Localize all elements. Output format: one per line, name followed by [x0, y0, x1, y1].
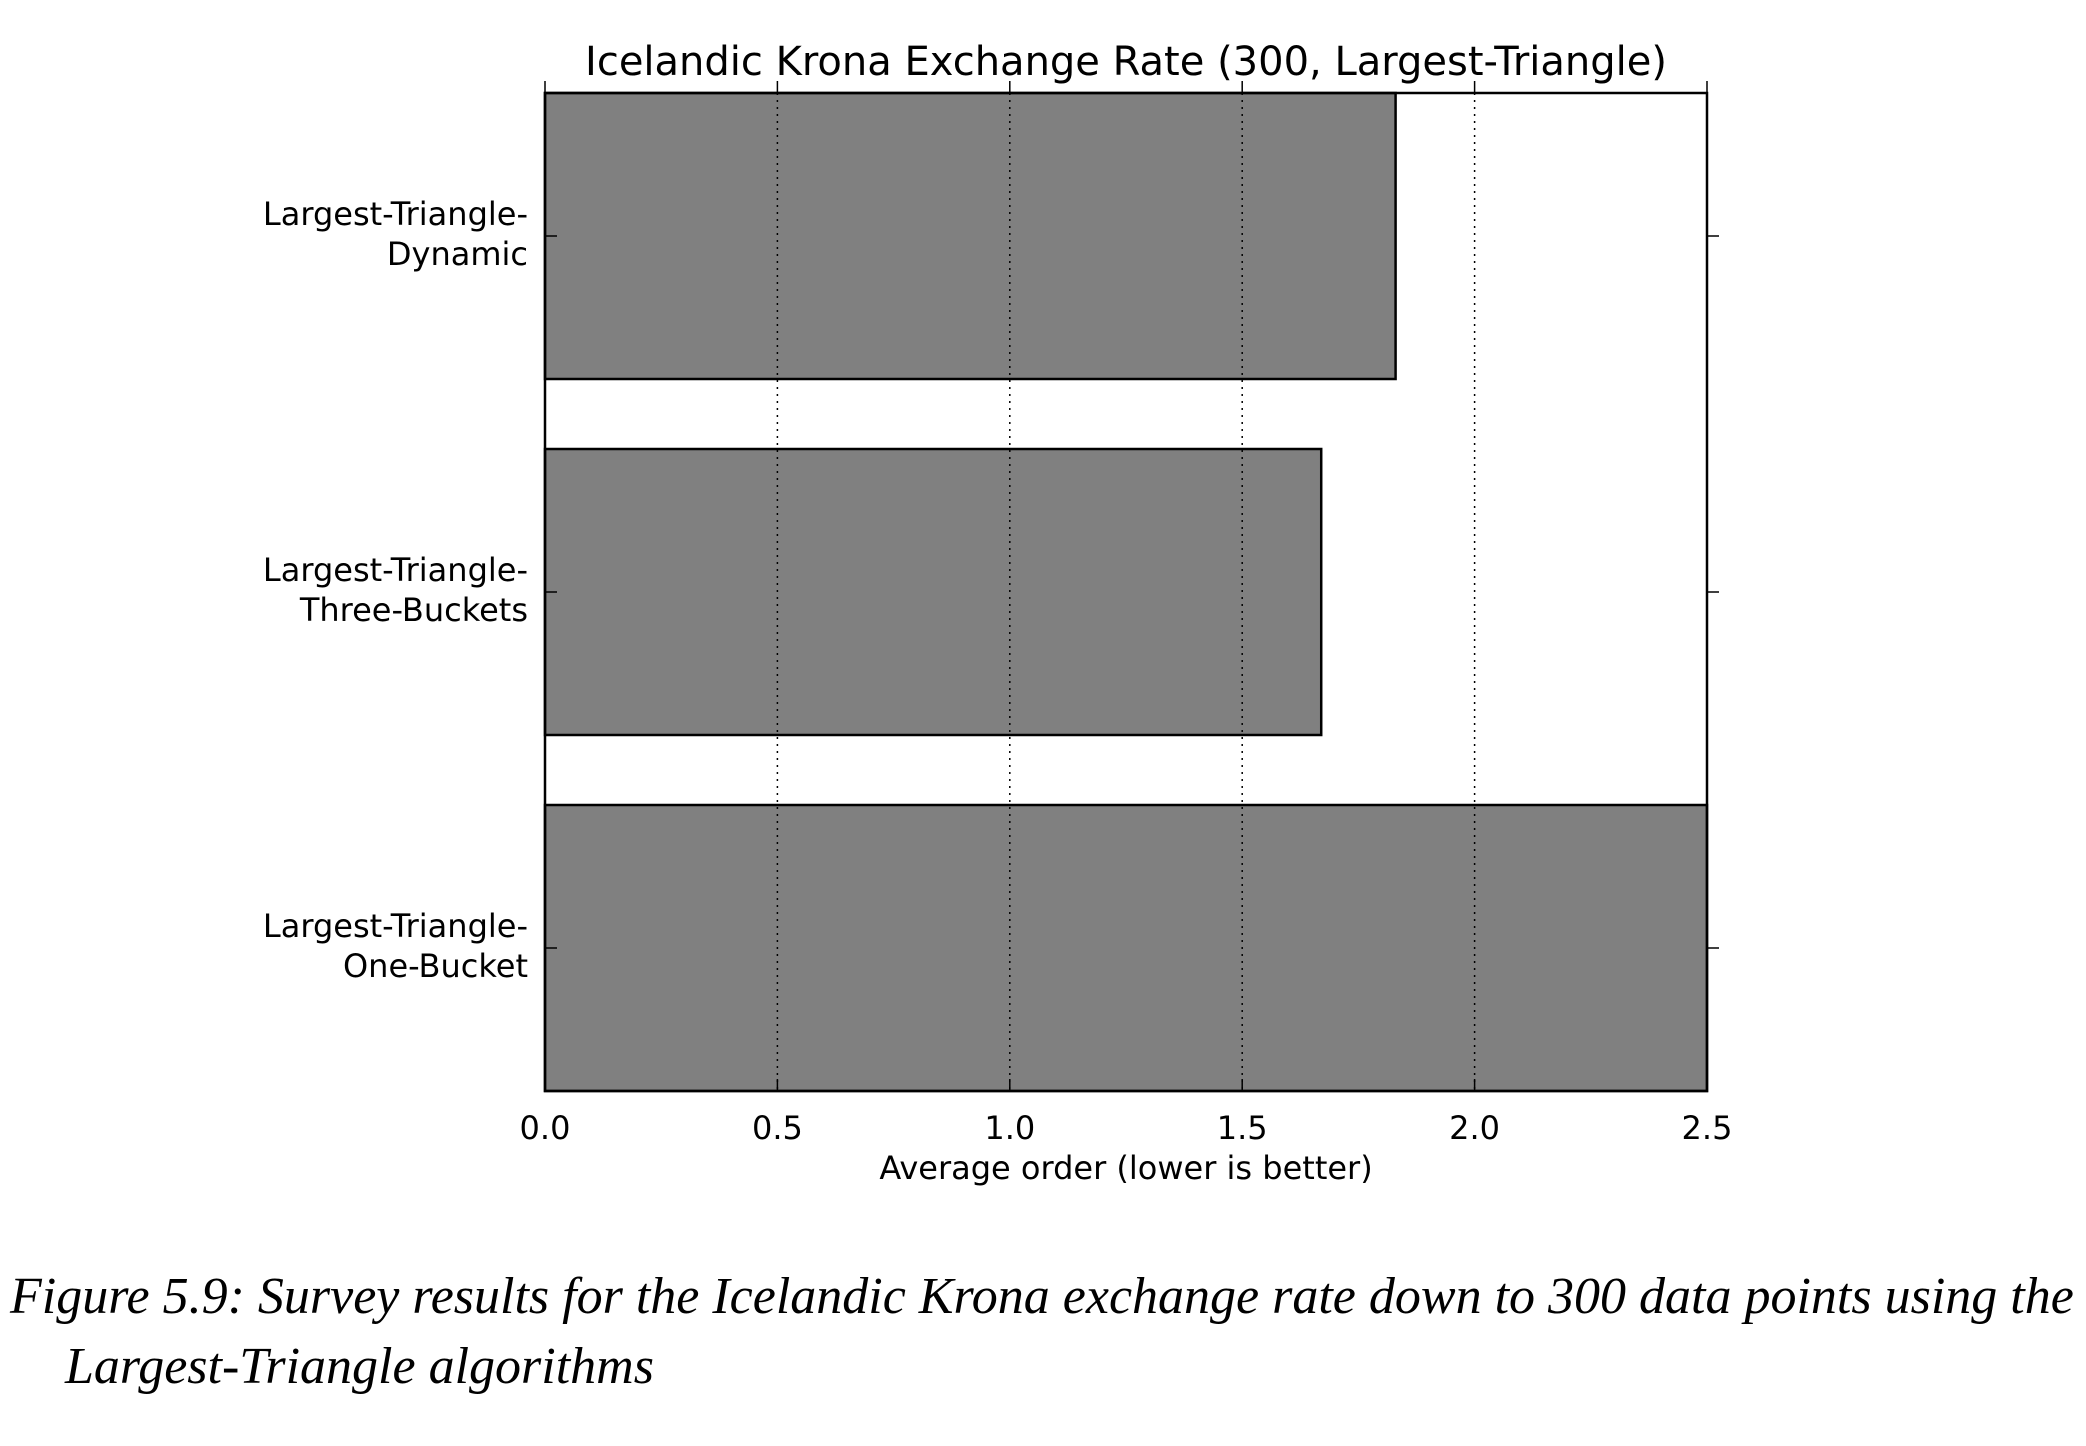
- bar: [543, 803, 1709, 1093]
- y-tick-label: Largest-Triangle-: [263, 195, 528, 233]
- chart: Icelandic Krona Exchange Rate (300, Larg…: [263, 39, 1733, 1187]
- y-tick-label: Largest-Triangle-: [263, 551, 528, 589]
- x-tick-label: 0.0: [520, 1109, 571, 1147]
- x-tick-label: 1.0: [984, 1109, 1035, 1147]
- y-tick-label: Largest-Triangle-: [263, 907, 528, 945]
- x-tick-label: 2.5: [1682, 1109, 1733, 1147]
- bar: [543, 91, 1397, 381]
- y-tick-label: Dynamic: [387, 235, 528, 273]
- x-tick-label: 1.5: [1217, 1109, 1268, 1147]
- x-tick-label: 2.0: [1449, 1109, 1500, 1147]
- plot-frame: [543, 91, 1709, 1093]
- y-tick-label: One-Bucket: [343, 947, 528, 985]
- x-tick-label: 0.5: [752, 1109, 803, 1147]
- x-axis-label: Average order (lower is better): [879, 1149, 1372, 1187]
- figure-caption: Figure 5.9: Survey results for the Icela…: [10, 1268, 2074, 1395]
- bar: [543, 447, 1323, 737]
- chart-title: Icelandic Krona Exchange Rate (300, Larg…: [585, 39, 1667, 85]
- y-tick-label: Three-Buckets: [299, 591, 528, 629]
